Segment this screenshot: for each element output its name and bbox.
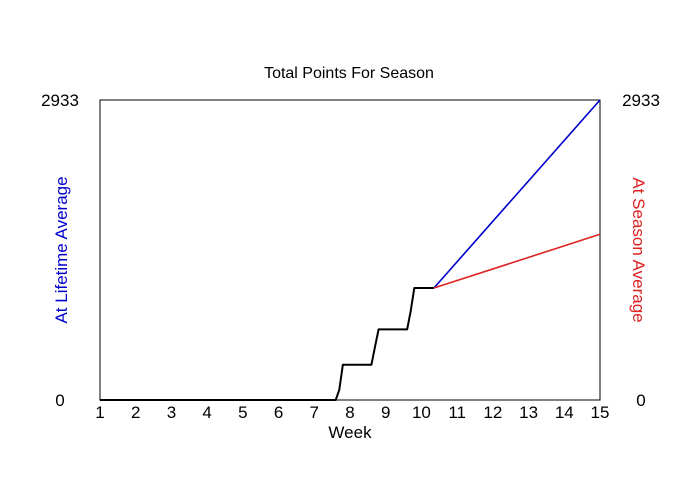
y-tick-left-min: 0 bbox=[55, 391, 64, 410]
x-axis-ticks: 1 2 3 4 5 6 7 8 9 10 11 12 13 14 15 bbox=[95, 403, 609, 422]
chart-title: Total Points For Season bbox=[264, 65, 434, 82]
x-tick-label: 8 bbox=[345, 403, 354, 422]
y-label-season: At Season Average bbox=[629, 177, 648, 322]
x-tick-label: 3 bbox=[167, 403, 176, 422]
x-tick-label: 1 bbox=[95, 403, 104, 422]
x-tick-label: 11 bbox=[448, 403, 466, 422]
y-tick-left-max: 2933 bbox=[41, 91, 79, 110]
y-tick-right-min: 0 bbox=[636, 391, 645, 410]
x-tick-label: 15 bbox=[591, 403, 610, 422]
x-tick-label: 9 bbox=[381, 403, 390, 422]
x-tick-label: 12 bbox=[483, 403, 502, 422]
x-tick-label: 5 bbox=[238, 403, 247, 422]
plot-area-frame bbox=[99, 99, 601, 401]
series-line-season bbox=[433, 233, 601, 289]
x-tick-label: 14 bbox=[555, 403, 574, 422]
x-tick-label: 6 bbox=[274, 403, 283, 422]
y-label-lifetime: At Lifetime Average bbox=[52, 176, 71, 323]
x-tick-label: 13 bbox=[519, 403, 538, 422]
series-line-actual bbox=[100, 287, 434, 401]
y-tick-right-max: 2933 bbox=[622, 91, 660, 110]
series-lines bbox=[100, 99, 601, 401]
x-tick-label: 7 bbox=[310, 403, 319, 422]
x-tick-label: 10 bbox=[412, 403, 431, 422]
series-line-lifetime bbox=[433, 99, 601, 289]
x-tick-label: 2 bbox=[131, 403, 140, 422]
x-axis-label: Week bbox=[328, 423, 372, 442]
x-tick-label: 4 bbox=[202, 403, 211, 422]
